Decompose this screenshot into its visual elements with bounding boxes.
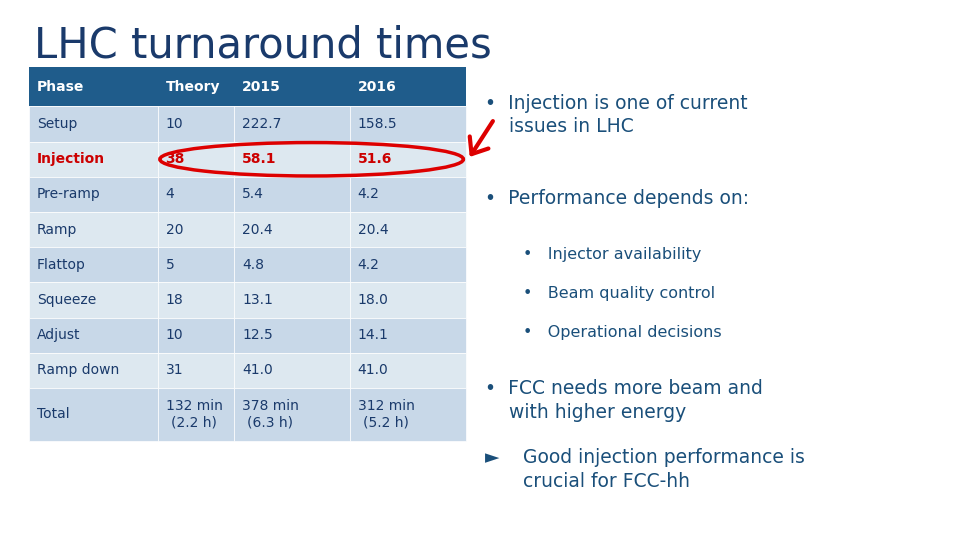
Bar bbox=[29, 212, 157, 247]
Text: 20.4: 20.4 bbox=[358, 222, 389, 237]
Bar bbox=[29, 177, 157, 212]
Bar bbox=[349, 353, 466, 388]
Text: 2015: 2015 bbox=[242, 80, 281, 94]
Text: 132 min
(2.2 h): 132 min (2.2 h) bbox=[165, 400, 223, 429]
Bar bbox=[157, 141, 234, 177]
Text: Ramp down: Ramp down bbox=[36, 363, 119, 377]
Bar bbox=[29, 282, 157, 318]
Text: Ramp: Ramp bbox=[36, 222, 77, 237]
Bar bbox=[349, 212, 466, 247]
Bar bbox=[234, 141, 349, 177]
Bar bbox=[157, 106, 234, 141]
Text: 10: 10 bbox=[165, 328, 183, 342]
Bar bbox=[157, 212, 234, 247]
Text: 4.8: 4.8 bbox=[242, 258, 264, 272]
Text: 14.1: 14.1 bbox=[358, 328, 389, 342]
Text: 18.0: 18.0 bbox=[358, 293, 389, 307]
Text: 5: 5 bbox=[165, 258, 175, 272]
Text: 158.5: 158.5 bbox=[358, 117, 397, 131]
Bar bbox=[157, 247, 234, 282]
Bar bbox=[234, 177, 349, 212]
Bar bbox=[29, 141, 157, 177]
Bar bbox=[349, 282, 466, 318]
Bar bbox=[234, 247, 349, 282]
Text: 17: 17 bbox=[907, 514, 926, 529]
Bar bbox=[29, 106, 157, 141]
Text: •  FCC needs more beam and
    with higher energy: • FCC needs more beam and with higher en… bbox=[485, 379, 762, 422]
Bar bbox=[157, 177, 234, 212]
Bar bbox=[234, 388, 349, 441]
Text: 51.6: 51.6 bbox=[358, 152, 392, 166]
Text: LHC turnaround times: LHC turnaround times bbox=[34, 24, 492, 66]
Bar bbox=[157, 282, 234, 318]
Text: 4: 4 bbox=[165, 187, 175, 201]
Text: 4.2: 4.2 bbox=[358, 258, 379, 272]
Text: Setup: Setup bbox=[36, 117, 77, 131]
Text: 58.1: 58.1 bbox=[242, 152, 276, 166]
Bar bbox=[29, 353, 157, 388]
Bar bbox=[349, 247, 466, 282]
Bar bbox=[234, 353, 349, 388]
Text: Total: Total bbox=[36, 408, 69, 421]
Text: Good injection performance is
crucial for FCC-hh: Good injection performance is crucial fo… bbox=[523, 448, 805, 491]
Text: 2016: 2016 bbox=[358, 80, 396, 94]
Text: •  Performance depends on:: • Performance depends on: bbox=[485, 189, 749, 208]
Bar bbox=[349, 68, 466, 106]
Text: Theory: Theory bbox=[165, 80, 220, 94]
Text: •   Beam quality control: • Beam quality control bbox=[523, 286, 715, 301]
Bar bbox=[234, 318, 349, 353]
Text: 31: 31 bbox=[165, 363, 183, 377]
Text: 38: 38 bbox=[165, 152, 185, 166]
Bar bbox=[349, 318, 466, 353]
Text: •   Injector availability: • Injector availability bbox=[523, 247, 702, 262]
Text: Phase: Phase bbox=[36, 80, 84, 94]
Bar bbox=[29, 247, 157, 282]
Text: 18: 18 bbox=[165, 293, 183, 307]
Text: 312 min
(5.2 h): 312 min (5.2 h) bbox=[358, 400, 415, 429]
Text: 20: 20 bbox=[165, 222, 183, 237]
Text: 5.4: 5.4 bbox=[242, 187, 264, 201]
Bar bbox=[157, 318, 234, 353]
Bar bbox=[234, 212, 349, 247]
Text: Flattop: Flattop bbox=[36, 258, 85, 272]
Text: ►: ► bbox=[485, 448, 499, 467]
Bar bbox=[157, 353, 234, 388]
Text: 41.0: 41.0 bbox=[358, 363, 389, 377]
Text: Adjust: Adjust bbox=[36, 328, 81, 342]
Text: 13.1: 13.1 bbox=[242, 293, 273, 307]
Bar bbox=[29, 68, 157, 106]
Text: 12.5: 12.5 bbox=[242, 328, 273, 342]
Bar bbox=[29, 318, 157, 353]
Bar bbox=[349, 141, 466, 177]
Text: 4.2: 4.2 bbox=[358, 187, 379, 201]
Text: 20.4: 20.4 bbox=[242, 222, 273, 237]
Text: •  Injection is one of current
    issues in LHC: • Injection is one of current issues in … bbox=[485, 94, 748, 137]
Text: Squeeze: Squeeze bbox=[36, 293, 96, 307]
Bar bbox=[349, 106, 466, 141]
Bar bbox=[234, 106, 349, 141]
Text: •   Operational decisions: • Operational decisions bbox=[523, 325, 722, 340]
Text: CERN: CERN bbox=[29, 510, 56, 519]
Text: Pre-ramp: Pre-ramp bbox=[36, 187, 101, 201]
Bar bbox=[349, 388, 466, 441]
Bar bbox=[349, 177, 466, 212]
Bar bbox=[234, 68, 349, 106]
Text: Injection: Injection bbox=[36, 152, 105, 166]
Text: 222.7: 222.7 bbox=[242, 117, 281, 131]
Bar bbox=[157, 388, 234, 441]
Bar bbox=[234, 282, 349, 318]
Text: 10: 10 bbox=[165, 117, 183, 131]
Bar bbox=[157, 68, 234, 106]
Text: 41.0: 41.0 bbox=[242, 363, 273, 377]
Text: 378 min
(6.3 h): 378 min (6.3 h) bbox=[242, 400, 299, 429]
Bar bbox=[29, 388, 157, 441]
